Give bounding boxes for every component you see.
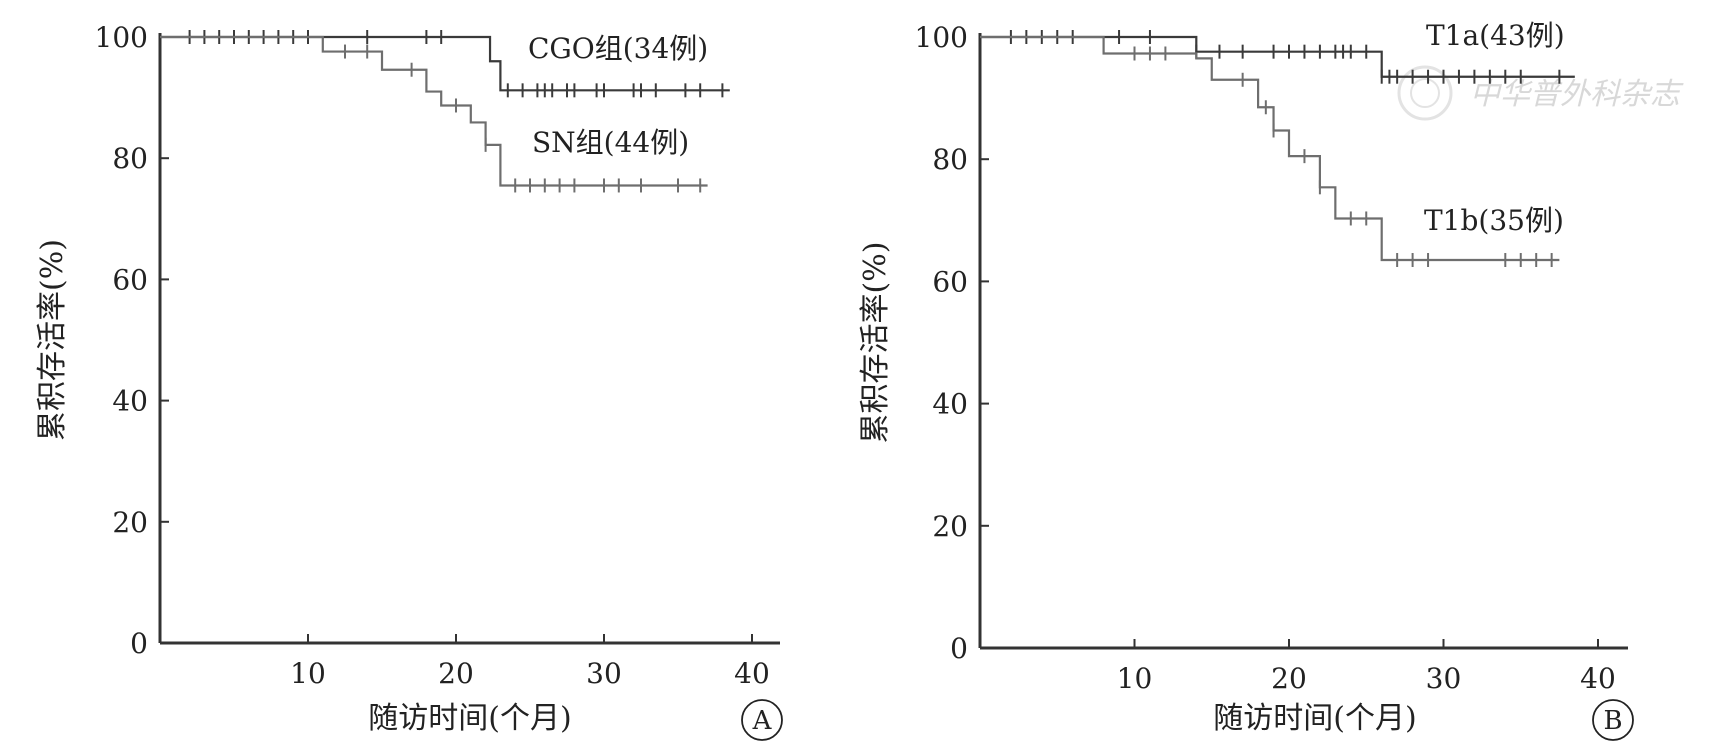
panel-mark-a-letter: A — [752, 706, 773, 736]
series-2: SN组(44例) — [160, 35, 708, 193]
y-axis-title: 累积存活率(%) — [858, 242, 893, 444]
x-tick-label: 30 — [586, 657, 622, 690]
x-tick-label: 10 — [1117, 662, 1153, 695]
x-tick-label: 40 — [1580, 662, 1616, 695]
y-tick-label: 40 — [932, 388, 968, 421]
survival-step-line — [980, 35, 1560, 262]
series-2: T1b(35例) — [980, 35, 1564, 268]
series-label: SN组(44例) — [532, 126, 689, 159]
y-tick-label: 80 — [932, 143, 968, 176]
watermark-text: 中华普外科杂志 — [1470, 77, 1684, 112]
panel-mark-b: B — [1592, 699, 1634, 741]
survival-step-line — [160, 35, 730, 92]
series-1: CGO组(34例) — [160, 30, 730, 98]
watermark-seal — [1397, 65, 1453, 121]
y-tick-label: 100 — [915, 21, 968, 54]
panel-mark-a-circle — [741, 699, 783, 741]
watermark: 中华普外科杂志 — [1397, 65, 1684, 121]
panel-mark-a: A — [741, 699, 783, 741]
series-label: T1a(43例) — [1426, 19, 1565, 52]
watermark-seal-inner — [1410, 78, 1440, 108]
y-tick-label: 40 — [112, 385, 148, 418]
series-1: T1a(43例) — [980, 19, 1575, 84]
x-tick-label: 40 — [734, 657, 770, 690]
chart-panel-b: 0 20 40 60 80 100 10 20 30 40 累积存活率(%) 随访时间(个月) T1a(… — [858, 19, 1628, 736]
x-tick-label: 10 — [290, 657, 326, 690]
series-label: CGO组(34例) — [528, 32, 708, 65]
x-tick-label: 30 — [1426, 662, 1462, 695]
y-tick-label: 60 — [112, 263, 148, 296]
panel-mark-b-letter: B — [1603, 706, 1622, 736]
x-tick-label: 20 — [1271, 662, 1307, 695]
x-axis-title: 随访时间(个月) — [1213, 701, 1416, 736]
y-tick-label: 20 — [932, 510, 968, 543]
y-tick-label: 20 — [112, 506, 148, 539]
y-tick-label: 0 — [950, 632, 968, 665]
chart-panel-a: 0 20 40 60 80 100 10 20 30 40 累积存活率(%) 随访时间(个月) CGO组… — [35, 21, 780, 736]
y-tick-label: 0 — [130, 627, 148, 660]
x-tick-label: 20 — [438, 657, 474, 690]
series-label: T1b(35例) — [1424, 204, 1564, 237]
y-axis-title: 累积存活率(%) — [35, 239, 70, 441]
x-axis-title: 随访时间(个月) — [368, 701, 571, 736]
panel-mark-b-circle — [1592, 699, 1634, 741]
survival-step-line — [160, 35, 708, 187]
y-tick-label: 60 — [932, 265, 968, 298]
y-tick-label: 100 — [95, 21, 148, 54]
y-tick-label: 80 — [112, 142, 148, 175]
